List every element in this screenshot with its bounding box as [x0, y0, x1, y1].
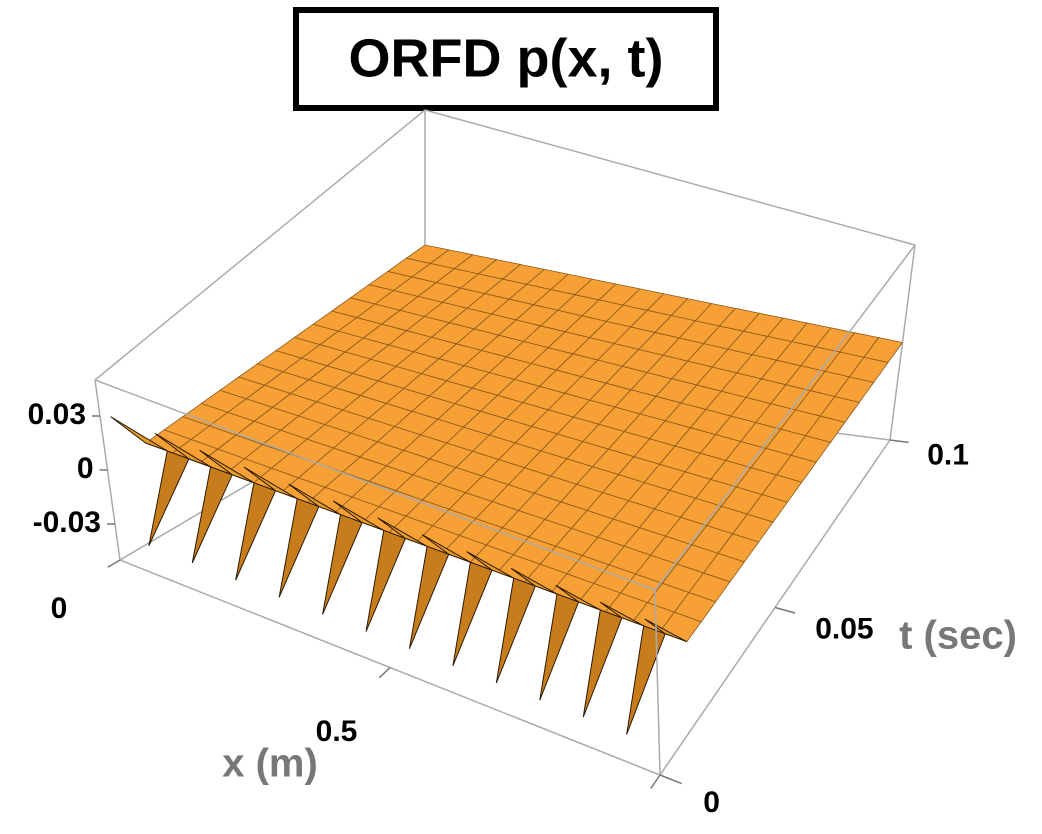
box-edge [94, 379, 656, 591]
spike [154, 433, 211, 468]
x-tick [107, 559, 121, 568]
spike [408, 545, 450, 649]
spike [243, 466, 298, 500]
x-tick-label: 0 [51, 592, 68, 625]
x-tick-label: 0.5 [316, 715, 358, 748]
spike [365, 529, 407, 632]
spike [539, 593, 580, 701]
t-tick [659, 774, 682, 785]
spike [148, 450, 190, 547]
spike [510, 568, 558, 595]
spike [626, 625, 666, 735]
t-tick [889, 439, 909, 444]
chart-title: ORFD p(x, t) [349, 28, 664, 88]
t-axis-label: t (sec) [899, 614, 1017, 658]
spike [288, 483, 341, 516]
spike [644, 618, 688, 643]
title-box [293, 7, 719, 111]
spike [191, 466, 233, 564]
spike [495, 577, 536, 684]
spike [582, 609, 623, 718]
spike [110, 416, 168, 452]
box-edge [94, 109, 426, 381]
spike [377, 517, 428, 547]
z-tick-label: 0.03 [28, 398, 86, 431]
t-tick [774, 606, 796, 614]
spike [599, 601, 644, 627]
x-tick [650, 774, 661, 789]
spike [278, 497, 320, 598]
box-edge [424, 109, 916, 246]
spike [199, 449, 255, 484]
spike [555, 584, 601, 611]
surface-patch [863, 337, 904, 363]
spike [332, 500, 385, 531]
spike [466, 551, 514, 579]
t-tick-label: 0.05 [815, 612, 873, 645]
z-tick-label: -0.03 [33, 506, 101, 539]
box-edge [654, 589, 661, 776]
z-tick-label: 0 [77, 452, 94, 485]
spike [452, 561, 493, 667]
box-edge [654, 244, 916, 591]
x-axis-label: x (m) [222, 742, 318, 786]
spike [421, 534, 471, 563]
x-tick [378, 666, 391, 679]
t-tick-label: 0 [703, 786, 720, 819]
spike [235, 482, 277, 581]
t-tick-label: 0.1 [927, 439, 969, 472]
spike [322, 513, 363, 615]
